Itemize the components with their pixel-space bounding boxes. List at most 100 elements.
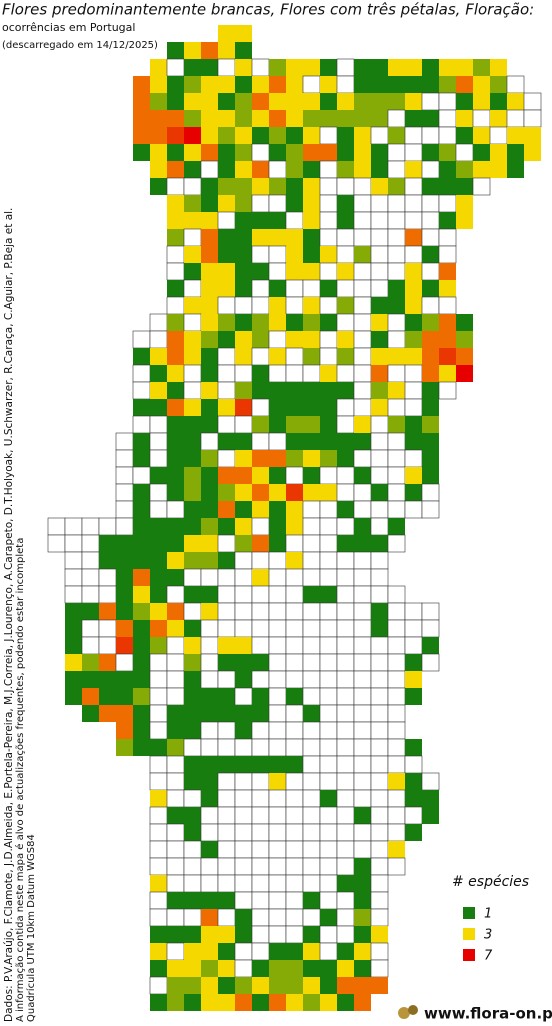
grid-cell	[268, 262, 287, 281]
grid-cell	[336, 704, 355, 723]
grid-cell	[269, 773, 286, 790]
grid-cell	[184, 926, 201, 943]
grid-cell	[370, 653, 389, 672]
grid-cell	[421, 653, 440, 672]
grid-cell	[336, 721, 355, 740]
grid-cell	[286, 977, 303, 994]
grid-cell	[64, 551, 83, 570]
grid-cell	[523, 92, 542, 111]
grid-cell	[354, 926, 371, 943]
grid-cell	[133, 705, 150, 722]
grid-cell	[371, 399, 388, 416]
grid-cell	[456, 365, 473, 382]
grid-cell	[167, 382, 184, 399]
grid-cell	[303, 161, 320, 178]
grid-cell	[234, 772, 253, 791]
grid-cell	[507, 161, 524, 178]
grid-cell	[184, 127, 201, 144]
grid-cell	[167, 433, 184, 450]
grid-cell	[150, 467, 167, 484]
grid-cell	[286, 994, 303, 1011]
grid-cell	[235, 314, 252, 331]
grid-cell	[167, 314, 184, 331]
grid-cell	[167, 994, 184, 1011]
grid-cell	[235, 756, 252, 773]
grid-cell	[337, 297, 354, 314]
grid-cell	[201, 586, 218, 603]
grid-cell	[235, 25, 252, 42]
grid-cell	[269, 59, 286, 76]
grid-cell	[184, 671, 201, 688]
grid-cell	[286, 331, 303, 348]
grid-cell	[302, 721, 321, 740]
grid-cell	[336, 840, 355, 859]
grid-cell	[184, 824, 201, 841]
grid-cell	[285, 789, 304, 808]
grid-cell	[200, 160, 219, 179]
grid-cell	[439, 161, 456, 178]
grid-cell	[320, 790, 337, 807]
grid-cell	[387, 789, 406, 808]
grid-cell	[183, 857, 202, 876]
grid-cell	[370, 211, 389, 230]
grid-cell	[303, 467, 320, 484]
grid-cell	[405, 433, 422, 450]
grid-cell	[285, 857, 304, 876]
grid-cell	[133, 688, 150, 705]
grid-cell	[150, 59, 167, 76]
grid-cell	[387, 721, 406, 740]
grid-cell	[98, 568, 117, 587]
grid-cell	[353, 823, 372, 842]
grid-cell	[235, 399, 252, 416]
grid-cell	[201, 331, 218, 348]
grid-cell	[234, 806, 253, 825]
grid-cell	[303, 484, 320, 501]
grid-cell	[286, 195, 303, 212]
grid-cell	[217, 772, 236, 791]
grid-cell	[218, 246, 235, 263]
grid-cell	[183, 840, 202, 859]
grid-cell	[251, 347, 270, 366]
grid-cell	[370, 568, 389, 587]
grid-cell	[337, 161, 354, 178]
grid-cell	[405, 739, 422, 756]
grid-cell	[65, 637, 82, 654]
grid-cell	[285, 619, 304, 638]
grid-cell	[234, 891, 253, 910]
grid-cell	[353, 347, 372, 366]
grid-cell	[269, 144, 286, 161]
grid-cell	[234, 551, 253, 570]
grid-cell	[234, 585, 253, 604]
grid-cell	[167, 722, 184, 739]
grid-cell	[184, 637, 201, 654]
grid-cell	[387, 500, 406, 519]
grid-cell	[268, 636, 287, 655]
grid-cell	[473, 76, 490, 93]
grid-cell	[370, 126, 389, 145]
grid-cell	[405, 93, 422, 110]
grid-cell	[370, 279, 389, 298]
grid-cell	[320, 909, 337, 926]
grid-cell	[167, 518, 184, 535]
grid-cell	[269, 314, 286, 331]
grid-cell	[285, 653, 304, 672]
grid-cell	[235, 535, 252, 552]
grid-cell	[303, 178, 320, 195]
grid-cell	[438, 126, 457, 145]
grid-cell	[404, 602, 423, 621]
grid-cell	[337, 994, 354, 1011]
grid-cell	[184, 977, 201, 994]
grid-cell	[251, 602, 270, 621]
grid-cell	[319, 551, 338, 570]
grid-cell	[149, 840, 168, 859]
grid-cell	[405, 314, 422, 331]
grid-cell	[388, 280, 405, 297]
grid-cell	[336, 823, 355, 842]
grid-cell	[354, 909, 371, 926]
grid-cell	[65, 671, 82, 688]
grid-cell	[387, 653, 406, 672]
grid-cell	[354, 110, 371, 127]
grid-cell	[353, 500, 372, 519]
logo-text[interactable]: www.flora-on.pt	[424, 1005, 552, 1023]
grid-cell	[354, 943, 371, 960]
